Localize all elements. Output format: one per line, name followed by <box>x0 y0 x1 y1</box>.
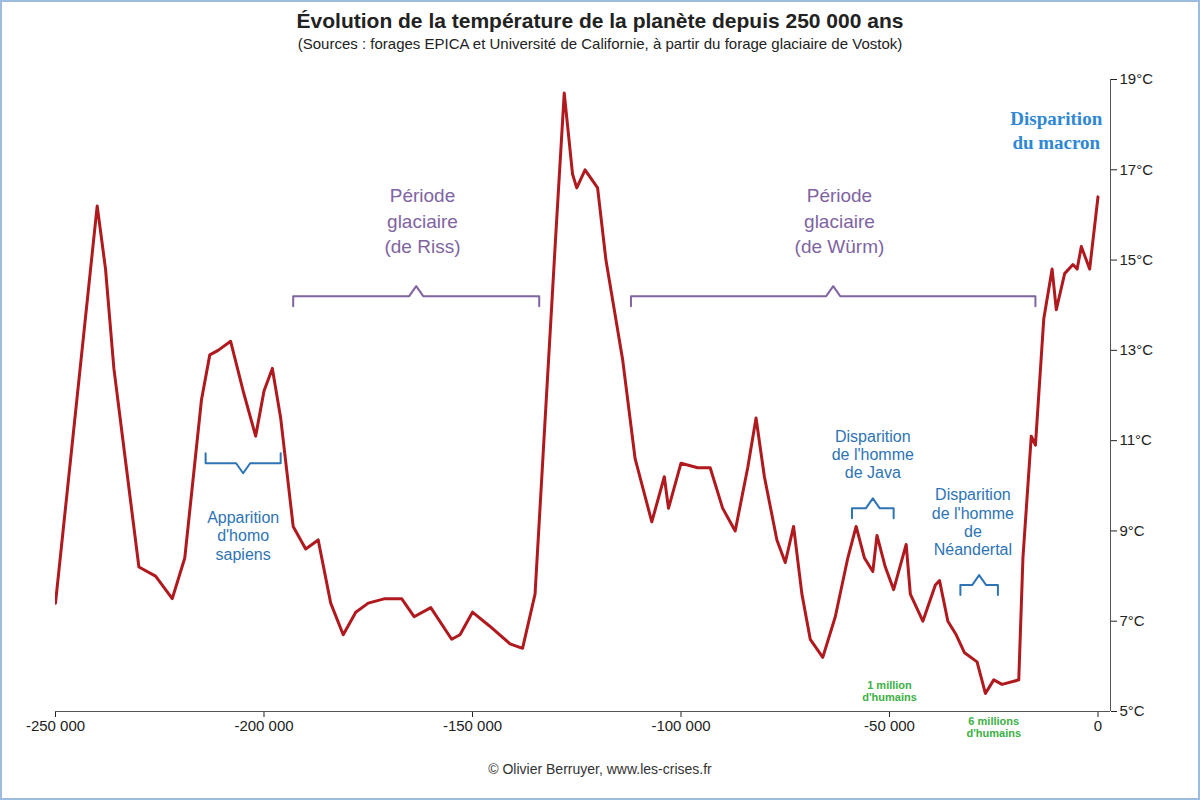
svg-text:17°C: 17°C <box>1120 161 1154 178</box>
svg-text:15°C: 15°C <box>1120 251 1154 268</box>
svg-text:13°C: 13°C <box>1120 341 1154 358</box>
svg-text:Apparitiond'homosapiens: Apparitiond'homosapiens <box>207 509 279 563</box>
svg-text:7°C: 7°C <box>1120 612 1145 629</box>
svg-text:-200 000: -200 000 <box>234 717 293 734</box>
svg-text:-100 000: -100 000 <box>651 717 710 734</box>
svg-text:11°C: 11°C <box>1120 431 1153 448</box>
svg-text:5°C: 5°C <box>1120 702 1145 719</box>
svg-text:Périodeglaciaire(de Würm): Périodeglaciaire(de Würm) <box>795 185 885 257</box>
svg-text:Disparitionde l'hommede Java: Disparitionde l'hommede Java <box>832 428 914 482</box>
svg-text:-250 000: -250 000 <box>26 717 85 734</box>
svg-text:Disparitiondu macron: Disparitiondu macron <box>1010 108 1102 154</box>
svg-text:Disparitionde l'hommedeNéander: Disparitionde l'hommedeNéandertal <box>932 486 1014 558</box>
html-text:© Olivier Berruyer, www.les-cr: © Olivier Berruyer, www.les-crises.fr <box>488 761 712 777</box>
svg-text:-150 000: -150 000 <box>443 717 502 734</box>
svg-text:1 milliond'humains: 1 milliond'humains <box>862 679 917 703</box>
html-text:(Sources : forages EPICA et Un: (Sources : forages EPICA et Université d… <box>297 35 903 52</box>
svg-text:0: 0 <box>1094 717 1102 734</box>
svg-text:-50 000: -50 000 <box>864 717 915 734</box>
svg-text:6 millionsd'humains: 6 millionsd'humains <box>966 715 1021 739</box>
svg-text:9°C: 9°C <box>1120 522 1145 539</box>
html-text:Évolution de la température de: Évolution de la température de la planèt… <box>296 9 904 32</box>
svg-text:19°C: 19°C <box>1120 70 1154 87</box>
svg-text:Périodeglaciaire(de Riss): Périodeglaciaire(de Riss) <box>384 185 460 257</box>
